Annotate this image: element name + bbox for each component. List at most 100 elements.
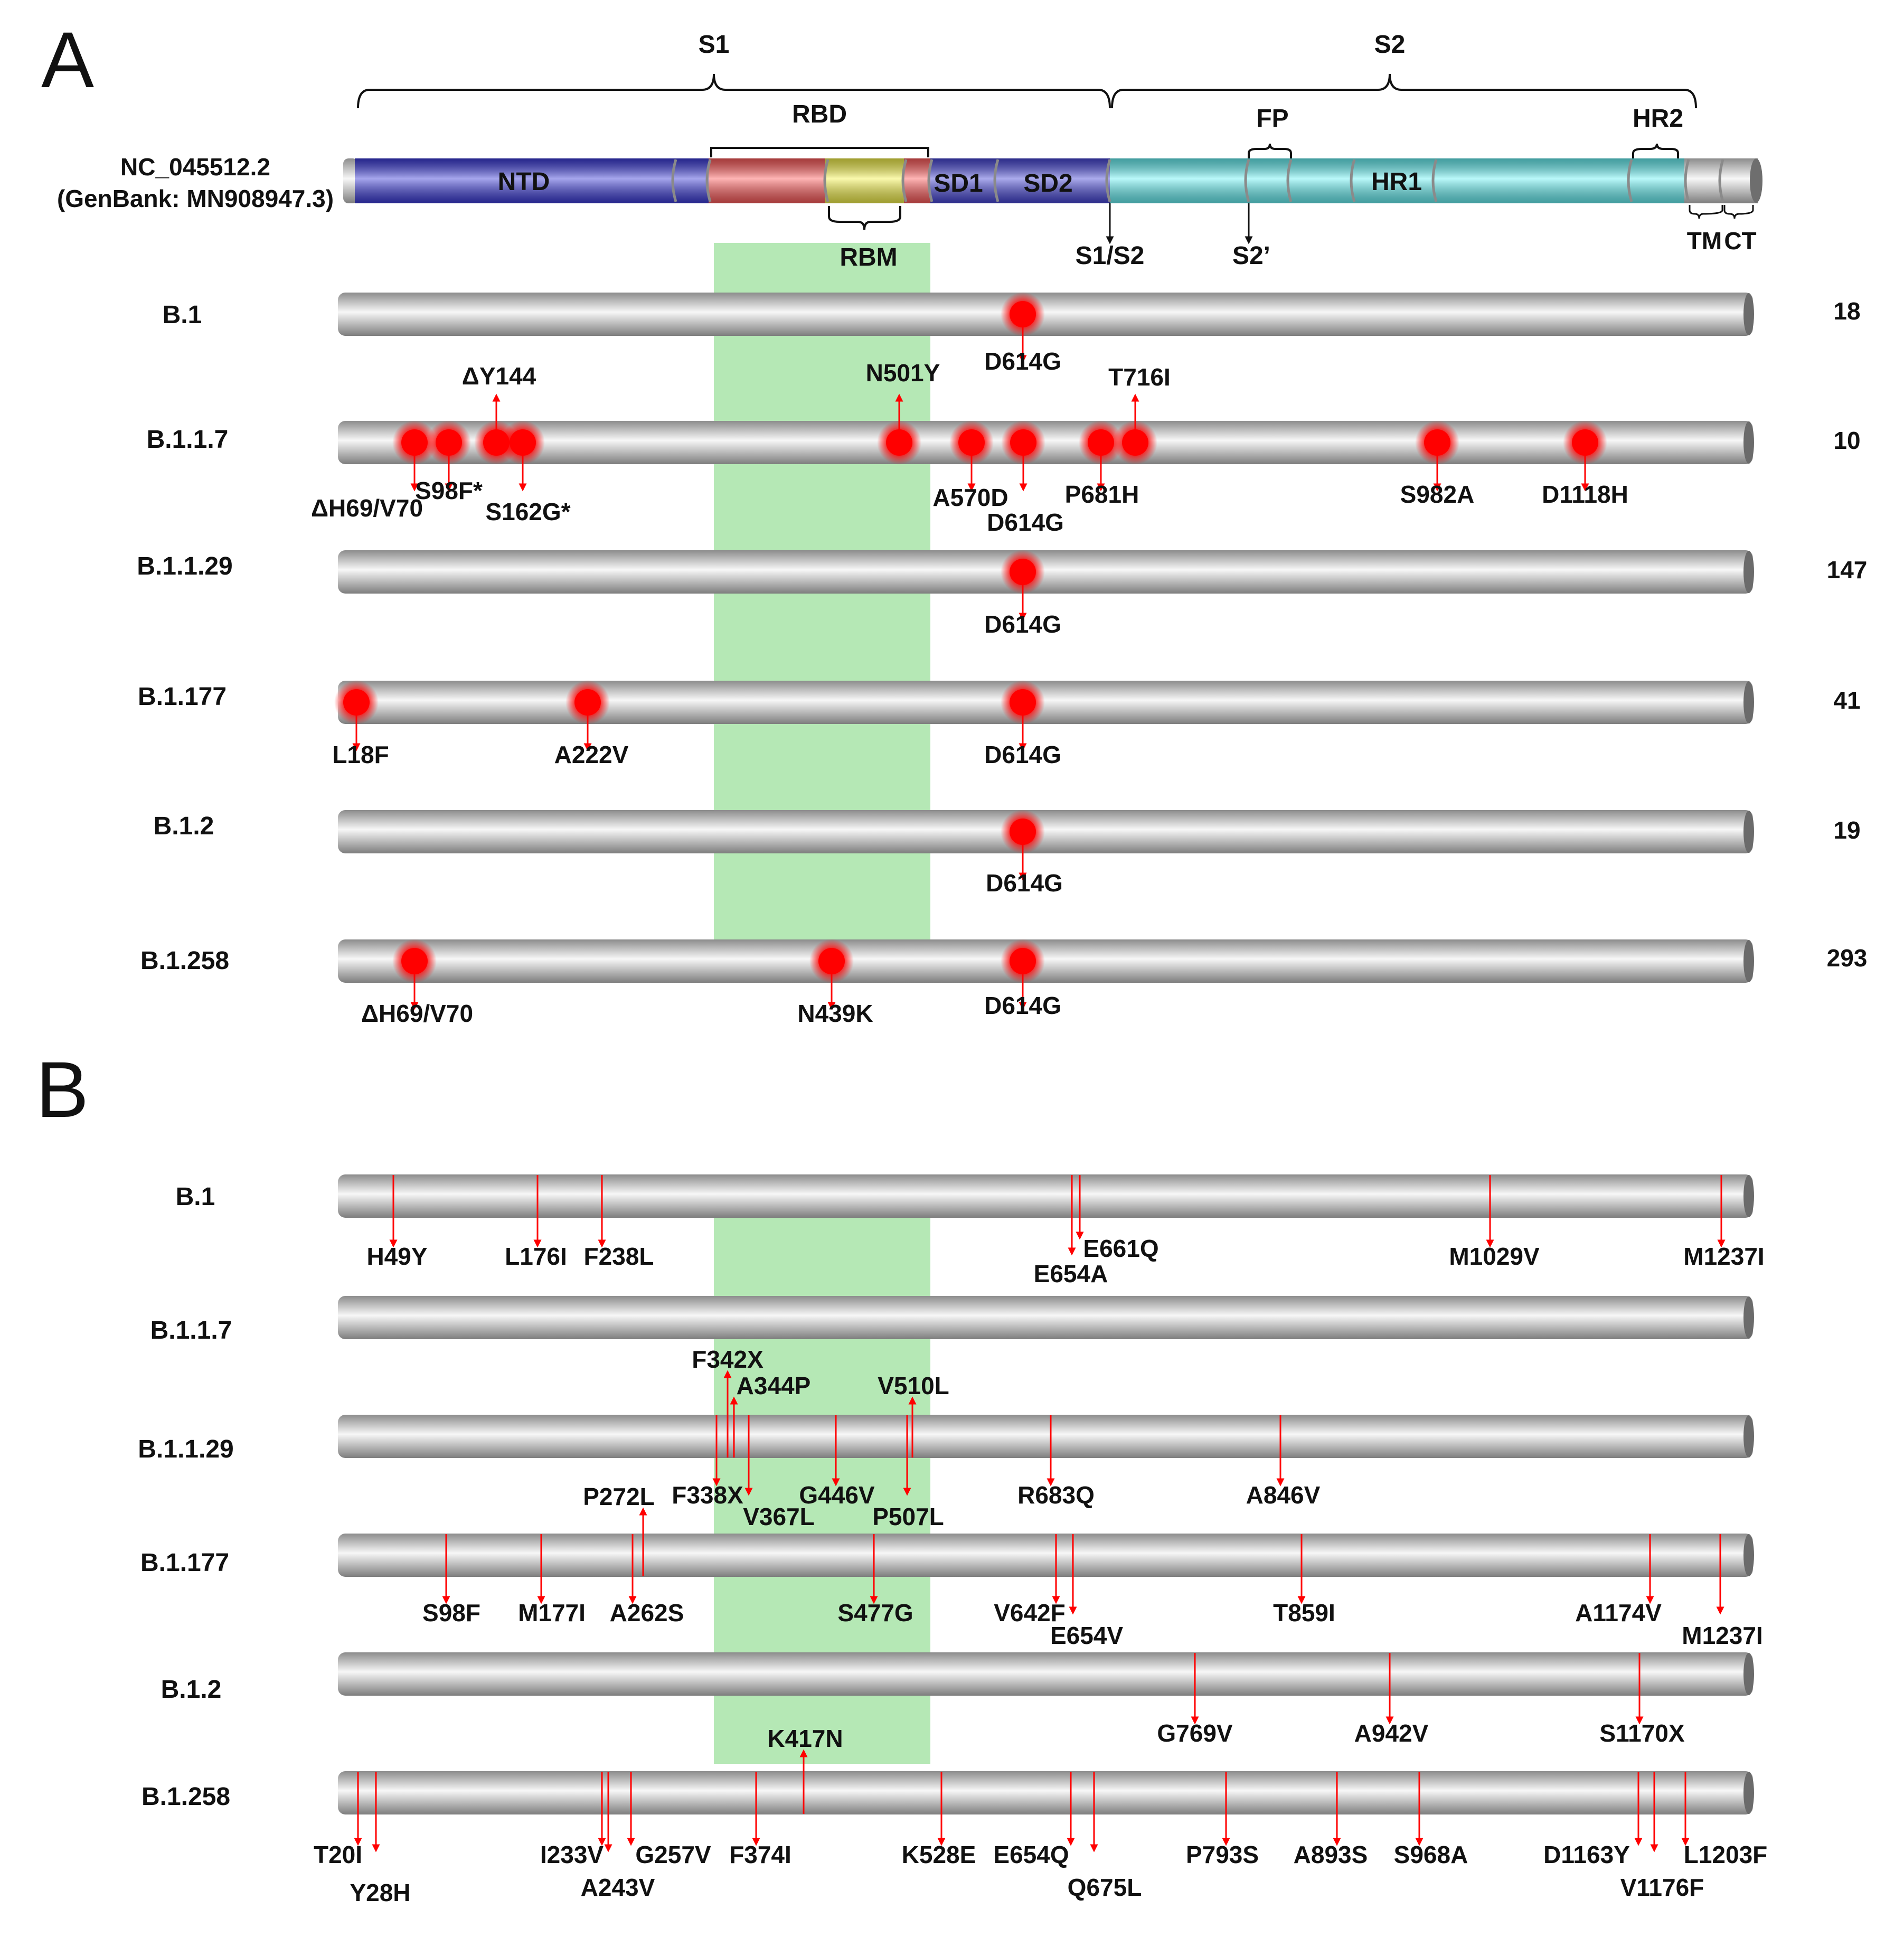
mutation-label: T716I <box>1108 363 1171 391</box>
lineage-name: B.1.2 <box>154 812 214 840</box>
rbd-bracket <box>710 147 929 157</box>
bar-end-cap <box>1743 811 1754 853</box>
mutation-label: M1237I <box>1682 1622 1762 1649</box>
mutation-label: P272L <box>583 1483 655 1510</box>
bar-end-cap <box>1743 551 1754 593</box>
lineage-name: B.1.1.7 <box>150 1317 232 1344</box>
mutation-label: F338X <box>672 1481 743 1509</box>
rbd-label: RBD <box>792 100 847 128</box>
mutation-label: I233V <box>540 1841 604 1868</box>
rbm-label: RBM <box>840 243 897 271</box>
bar-end-cap <box>1743 1653 1754 1695</box>
mutation-label: M177I <box>518 1599 586 1626</box>
mutation-label: H49Y <box>366 1243 427 1270</box>
mutation-label: D614G <box>986 869 1063 897</box>
mutation-label: F342X <box>692 1346 764 1373</box>
mutation-label: A222V <box>554 741 629 768</box>
lineage-bar-b-4 <box>338 1652 1753 1696</box>
mutation-label: A262S <box>610 1599 684 1626</box>
mutation-label: ΔY144 <box>462 362 536 390</box>
mutation-label: D614G <box>984 347 1061 375</box>
lineage-name: B.1 <box>176 1183 215 1211</box>
sd1-label: SD1 <box>934 170 983 198</box>
lineage-bar-b-1 <box>338 1296 1753 1339</box>
mutation-label: D1118H <box>1542 481 1628 508</box>
reference-genbank: (GenBank: MN908947.3) <box>57 185 334 212</box>
fp-bracket <box>1248 143 1292 158</box>
panel-b-lineages: B.1 B.1.1.7 B.1.1.29 B.1.177 B.1.2 B.1.2… <box>138 1183 233 1811</box>
reference-id: NC_045512.2 <box>120 153 270 181</box>
mutation-label: S98F* <box>415 477 483 504</box>
mutation-label: D614G <box>987 509 1064 536</box>
lineage-name: B.1.177 <box>140 1549 229 1577</box>
lineage-name: B.1.258 <box>142 1783 230 1811</box>
panel-b-letter: B <box>36 1045 89 1134</box>
mutation-label: K417N <box>767 1725 843 1752</box>
s2prime-site-label: S2’ <box>1232 242 1270 270</box>
bar-end-cap <box>1743 1772 1754 1814</box>
mutation-label: D614G <box>984 992 1061 1019</box>
lineage-count: 10 <box>1833 427 1860 454</box>
mutation-label: L18F <box>332 741 389 768</box>
hr2-label: HR2 <box>1633 105 1683 133</box>
lineage-bar-b-5 <box>338 1771 1753 1814</box>
mutation-label: S98F <box>422 1599 480 1626</box>
mutation-label: A942V <box>1354 1719 1429 1747</box>
mutation-label: E654V <box>1050 1622 1123 1649</box>
s1-label: S1 <box>699 31 730 59</box>
lineage-bar-a-5 <box>338 939 1753 983</box>
mutation-label: Q675L <box>1068 1874 1142 1901</box>
bar-end-cap <box>1743 1415 1754 1458</box>
mutation-label: T20I <box>314 1841 362 1868</box>
bar-end-cap <box>1743 1296 1754 1339</box>
lineage-count: 41 <box>1833 687 1860 714</box>
s2-label: S2 <box>1374 31 1406 59</box>
ct-label: CT <box>1724 227 1756 255</box>
lineage-count: 18 <box>1833 297 1860 325</box>
s1s2-site-label: S1/S2 <box>1076 242 1145 270</box>
mutation-label: D1163Y <box>1543 1841 1630 1868</box>
lineage-count: 19 <box>1833 816 1860 844</box>
mutation-label: K528E <box>902 1841 976 1868</box>
lineage-count: 147 <box>1827 556 1868 584</box>
ct-bracket <box>1723 205 1754 219</box>
mutation-label: V642F <box>994 1599 1066 1626</box>
lineage-name: B.1.177 <box>138 683 227 711</box>
lineage-name: B.1.258 <box>140 947 229 975</box>
mutation-label: A570D <box>932 484 1008 511</box>
fp-label: FP <box>1256 105 1288 133</box>
bar-end-cap <box>1743 293 1754 335</box>
mutation-label: A893S <box>1294 1841 1368 1868</box>
mutation-label: G257V <box>635 1841 711 1868</box>
mutation-label: V510L <box>878 1372 949 1399</box>
s2-brace <box>1111 73 1697 109</box>
mutation-label: ΔH69/V70 <box>361 1000 473 1027</box>
bar-end-cap <box>1743 940 1754 982</box>
mutation-label: G769V <box>1157 1719 1233 1747</box>
s1-brace <box>357 73 1111 109</box>
bar-end-cap <box>1743 1534 1754 1576</box>
lineage-name: B.1.1.29 <box>137 552 232 580</box>
lineage-name: B.1.1.7 <box>147 426 229 454</box>
lineage-bar-a-0 <box>338 293 1753 336</box>
panel-a-lineages: B.1 18 B.1.1.7 10 B.1.1.29 147 B.1.177 4… <box>137 297 1867 975</box>
mutation-label: P681H <box>1065 481 1139 508</box>
panel-a-letter: A <box>41 15 94 104</box>
mutation-label: S162G* <box>485 498 570 525</box>
mutation-label: P507L <box>872 1503 944 1530</box>
mutation-label: N439K <box>797 1000 873 1027</box>
mutation-label: A1174V <box>1575 1599 1662 1626</box>
mutation-label: S982A <box>1400 481 1475 508</box>
sd2-label: SD2 <box>1023 170 1072 198</box>
mutation-label: A344P <box>737 1372 811 1399</box>
mutation-label: M1237I <box>1683 1243 1764 1270</box>
rbm-bracket <box>828 206 901 230</box>
mutation-label: D614G <box>984 610 1061 638</box>
mutation-label: ΔH69/V70 <box>311 494 423 522</box>
lineage-bar-a-2 <box>338 550 1753 594</box>
mutation-label: E654Q <box>993 1841 1069 1868</box>
hr2-bracket <box>1632 143 1679 158</box>
mutation-label: S1170X <box>1599 1719 1684 1747</box>
lineage-bar-b-0 <box>338 1174 1753 1218</box>
mutation-label: V1176F <box>1620 1874 1704 1901</box>
